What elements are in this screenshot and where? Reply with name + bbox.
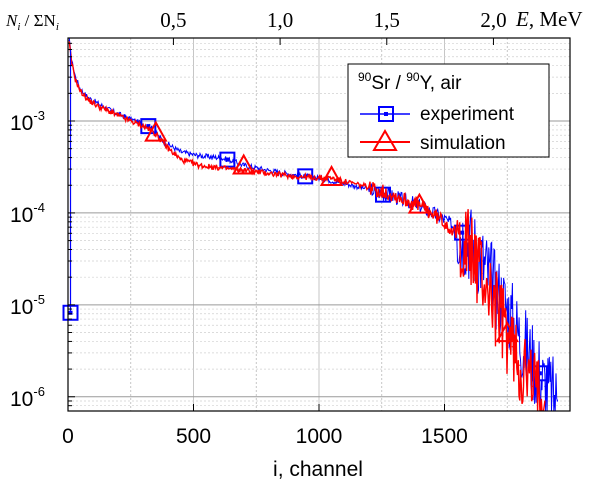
data-point-simulation: [155, 133, 157, 135]
y-tick-label: 10-5: [10, 292, 45, 319]
data-point-simulation: [539, 396, 541, 398]
data-point-simulation: [544, 400, 546, 402]
x-tick-label: 1000: [296, 425, 343, 448]
data-point-simulation: [330, 177, 333, 179]
y-tick-label: 10-3: [10, 108, 45, 135]
top-tick-label: 0,5: [160, 8, 186, 32]
data-point-simulation: [519, 364, 521, 366]
plot-frame: [67, 37, 571, 412]
data-point-simulation: [243, 169, 245, 172]
data-point-simulation: [180, 159, 182, 161]
data-point-simulation: [74, 79, 77, 81]
legend-marker-experiment-dot: [384, 112, 388, 116]
data-point-experiment: [443, 218, 446, 221]
data-point-simulation: [318, 177, 320, 179]
legend-label-simulation: simulation: [420, 133, 506, 154]
data-point-simulation: [293, 175, 295, 177]
data-point-simulation: [418, 205, 420, 207]
legend: 90Sr / 90Y, air experiment simulation: [347, 63, 550, 158]
data-point-simulation: [79, 90, 82, 92]
data-point-experiment: [68, 39, 70, 42]
marker-dot-experiment: [537, 371, 542, 376]
marker-simulation: [232, 153, 256, 175]
data-point-simulation: [197, 164, 200, 166]
data-point-simulation: [140, 124, 142, 126]
data-point-simulation: [481, 272, 483, 274]
top-axis-label: E, MeV: [515, 7, 583, 31]
data-point-experiment: [150, 126, 152, 129]
data-point-experiment: [180, 151, 182, 153]
data-point-simulation: [443, 221, 446, 223]
data-point-experiment: [218, 156, 220, 159]
data-point-experiment: [544, 385, 546, 387]
legend-entry-experiment: experiment: [360, 104, 515, 125]
data-point-experiment: [197, 155, 200, 157]
data-point-experiment: [556, 400, 559, 402]
data-point-experiment: [243, 164, 245, 166]
data-point-simulation: [71, 63, 73, 65]
legend-label-experiment: experiment: [420, 104, 515, 125]
series-simulation: [68, 41, 546, 411]
x-tick-label: 1500: [421, 425, 468, 448]
marker-dot-experiment: [225, 157, 230, 162]
data-point-experiment: [368, 188, 370, 191]
data-point-simulation: [531, 385, 533, 387]
legend-title: 90Sr / 90Y, air: [358, 70, 462, 94]
ticks: 0 500 1000 1500 10-3 10-4 10-5 10-6 0,5 1,0 1,5 2,0: [10, 8, 507, 448]
legend-entry-simulation: simulation: [360, 129, 506, 154]
marker-simulation: [407, 192, 432, 214]
data-point-simulation: [393, 194, 395, 197]
data-point-simulation: [167, 148, 169, 150]
x-tick-label: 0: [62, 425, 74, 448]
series-line-simulation: [68, 41, 546, 411]
y-axis-label: Ni / ΣNi: [5, 11, 59, 33]
data-point-simulation: [97, 105, 99, 107]
marker-dot-experiment: [460, 230, 465, 235]
top-tick-label: 1,0: [267, 8, 293, 32]
y-tick-label: 10-6: [10, 384, 45, 411]
data-point-simulation: [368, 186, 370, 188]
data-point-experiment: [519, 336, 521, 338]
marker-experiment: [531, 365, 548, 382]
marker-simulation: [319, 164, 344, 186]
top-tick-label: 2,0: [480, 8, 506, 32]
marker-simulation: [144, 120, 168, 142]
data-point-simulation: [469, 248, 471, 251]
data-point-simulation: [87, 99, 89, 101]
x-tick-label: 500: [176, 425, 211, 448]
marker-simulation: [495, 321, 519, 343]
data-point-simulation: [268, 172, 270, 174]
top-tick-label: 1,5: [374, 8, 400, 32]
data-point-experiment: [506, 308, 508, 310]
data-point-simulation: [494, 304, 496, 306]
y-tick-label: 10-4: [10, 200, 45, 227]
data-point-simulation: [125, 118, 127, 120]
data-point-simulation: [110, 111, 112, 113]
x-axis-label: i, channel: [273, 458, 363, 481]
data-point-simulation: [343, 180, 345, 183]
legend-marker-experiment: [378, 106, 394, 122]
marker-dot-experiment: [146, 124, 151, 129]
data-point-experiment: [531, 359, 533, 361]
data-point-simulation: [218, 167, 220, 169]
data-point-simulation: [511, 346, 513, 348]
data-point-experiment: [268, 169, 270, 172]
legend-marker-simulation: [372, 129, 398, 151]
